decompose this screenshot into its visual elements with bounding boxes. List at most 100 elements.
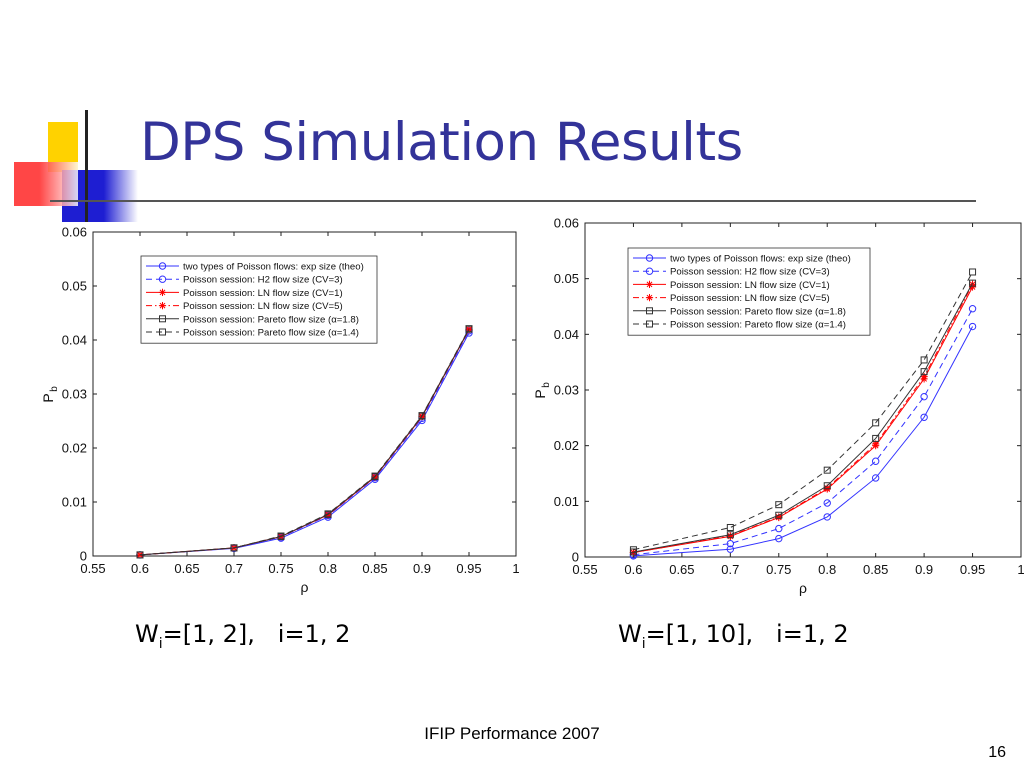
data-point — [823, 499, 831, 507]
x-tick-label: 0.6 — [131, 561, 149, 576]
x-tick-label: 0.95 — [456, 561, 481, 576]
legend-label: Poisson session: Pareto flow size (α=1.8… — [183, 314, 359, 325]
data-point — [920, 413, 928, 421]
legend-swatch-marker — [645, 267, 654, 275]
series-6 — [629, 268, 977, 554]
legend-swatch-marker — [159, 315, 166, 323]
data-point — [775, 501, 783, 509]
x-tick-label: 0.55 — [572, 562, 597, 577]
x-tick-label: 0.65 — [174, 561, 199, 576]
series-line — [633, 282, 973, 553]
data-point — [872, 419, 880, 427]
slide-title: DPS Simulation Results — [140, 112, 743, 173]
x-tick-label: 0.6 — [624, 562, 642, 577]
caption-left: Wi=[1, 2], i=1, 2 — [135, 620, 351, 652]
x-tick-label: 1 — [512, 561, 519, 576]
footer-text: IFIP Performance 2007 — [424, 724, 600, 743]
series-5 — [629, 279, 977, 556]
data-point — [726, 532, 734, 540]
series-line — [139, 328, 470, 556]
series-1 — [629, 322, 977, 560]
legend-swatch-marker — [645, 294, 654, 302]
y-tick-label: 0.03 — [62, 387, 87, 402]
x-tick-label: 0.95 — [960, 562, 985, 577]
y-tick-label: 0 — [572, 550, 579, 565]
page-number: 16 — [988, 744, 1006, 761]
data-point — [872, 440, 880, 448]
data-point — [871, 474, 880, 482]
legend-label: Poisson session: LN flow size (CV=1) — [670, 280, 830, 291]
series-2 — [629, 305, 977, 559]
series-6 — [136, 325, 473, 559]
legend-box — [140, 255, 378, 344]
y-tick-label: 0.03 — [554, 383, 579, 398]
legend-label: Poisson session: Pareto flow size (α=1.4… — [183, 328, 359, 339]
legend-box — [627, 247, 871, 336]
data-point — [823, 513, 831, 521]
deco-vertical-line — [85, 110, 88, 222]
y-axis-label-subscript: b — [541, 382, 552, 388]
legend-label: Poisson session: H2 flow size (CV=3) — [670, 267, 830, 278]
legend-label: two types of Poisson flows: exp size (th… — [670, 254, 851, 265]
x-tick-label: 0.55 — [80, 561, 105, 576]
legend-swatch-marker — [158, 288, 167, 296]
legend-swatch-marker — [158, 262, 167, 270]
legend-swatch-marker — [645, 280, 654, 288]
y-axis-label: P — [532, 389, 548, 398]
y-tick-label: 0.01 — [62, 495, 87, 510]
data-point — [726, 531, 734, 539]
legend-swatch-marker — [158, 275, 167, 283]
x-axis-label: ρ — [301, 579, 309, 595]
data-point — [968, 280, 977, 288]
legend-swatch-marker — [645, 254, 654, 262]
legend-swatch-marker — [646, 307, 653, 315]
y-axis-label-subscript: b — [49, 386, 60, 392]
y-tick-label: 0.04 — [554, 327, 579, 342]
legend-label: Poisson session: H2 flow size (CV=3) — [183, 275, 343, 286]
legend-label: two types of Poisson flows: exp size (th… — [183, 262, 364, 273]
legend-label: Poisson session: LN flow size (CV=5) — [183, 301, 343, 312]
x-tick-label: 0.7 — [721, 562, 739, 577]
data-point — [775, 511, 783, 519]
legend: two types of Poisson flows: exp size (th… — [627, 247, 871, 336]
x-tick-label: 0.65 — [669, 562, 694, 577]
data-point — [969, 279, 977, 287]
chart-left: 0.55 0.6 0.65 0.7 0.75 0.8 0.85 0.9 0.95 1 0 0.01 0.… — [40, 225, 520, 596]
y-tick-label: 0.05 — [62, 279, 87, 294]
data-point — [920, 368, 928, 376]
data-point — [775, 513, 783, 521]
data-point — [968, 322, 977, 331]
y-tick-label: 0 — [80, 549, 87, 564]
data-point — [775, 524, 783, 533]
chart-right: 0.55 0.6 0.65 0.7 0.75 0.8 0.85 0.9 0.95 1 0 0.01 0.… — [532, 216, 1024, 597]
y-tick-label: 0.01 — [554, 494, 579, 509]
data-point — [136, 551, 144, 559]
y-tick-label: 0.04 — [62, 333, 87, 348]
data-point — [871, 457, 880, 465]
series-line — [633, 271, 973, 551]
title-divider — [50, 200, 976, 202]
data-point — [418, 412, 426, 420]
x-tick-label: 0.7 — [225, 561, 243, 576]
data-point — [969, 268, 977, 276]
x-tick-label: 0.8 — [818, 562, 836, 577]
y-tick-label: 0.06 — [62, 225, 87, 240]
data-point — [726, 545, 735, 553]
data-point — [872, 434, 880, 442]
data-point — [726, 523, 734, 531]
legend-swatch-marker — [159, 328, 166, 336]
y-tick-label: 0.02 — [62, 441, 87, 456]
legend-swatch-marker — [158, 302, 167, 310]
x-tick-label: 1 — [1017, 562, 1024, 577]
series-line — [633, 308, 973, 556]
data-point — [823, 466, 831, 474]
x-tick-label: 0.9 — [413, 561, 431, 576]
data-point — [775, 534, 783, 543]
legend-label: Poisson session: LN flow size (CV=5) — [670, 293, 830, 304]
data-point — [277, 532, 285, 540]
data-point — [920, 392, 928, 401]
data-point — [230, 544, 238, 552]
data-point — [968, 305, 977, 313]
x-tick-label: 0.85 — [362, 561, 387, 576]
y-tick-label: 0.05 — [554, 271, 579, 286]
